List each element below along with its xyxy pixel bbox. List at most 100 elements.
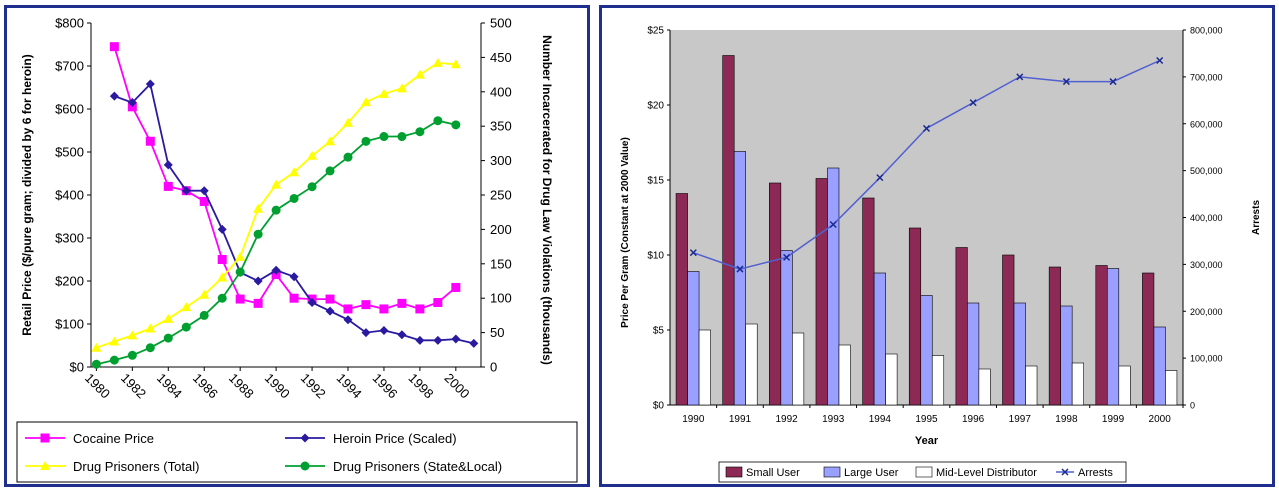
legend-swatch-marker xyxy=(300,461,310,471)
data-point xyxy=(127,350,137,360)
left-y-tick-label: $300 xyxy=(55,231,84,246)
data-point xyxy=(325,136,336,146)
bar-mid-level-distributor xyxy=(885,353,898,406)
data-point xyxy=(145,79,155,89)
data-point xyxy=(736,265,744,273)
x-tick-label: 1999 xyxy=(1102,414,1125,425)
data-point xyxy=(181,186,191,196)
left-y-tick-label: $100 xyxy=(55,317,84,332)
bar-large-user xyxy=(780,250,793,406)
data-point xyxy=(145,136,155,146)
data-point xyxy=(289,193,299,203)
legend-label: Cocaine Price xyxy=(73,431,154,446)
data-point xyxy=(127,330,138,340)
data-point xyxy=(922,124,931,132)
legend: Cocaine Price Heroin Price (Scaled) Drug P… xyxy=(16,421,578,483)
data-point xyxy=(689,249,697,257)
x-tick-label: 1986 xyxy=(190,370,221,401)
legend-swatch-marker xyxy=(1061,468,1069,476)
x-tick-label: 1992 xyxy=(775,414,798,425)
right-chart-svg: $0 $5 $10 $15 $20 $25 0 100,000 200,000 300,000 40… xyxy=(620,26,1262,483)
data-point xyxy=(396,83,407,93)
bar-group-1999 xyxy=(1095,265,1131,406)
x-tick-label: 1990 xyxy=(682,414,705,425)
data-point xyxy=(379,325,389,335)
data-point xyxy=(235,294,245,304)
data-point xyxy=(783,253,791,261)
x-tick-label: 2000 xyxy=(1149,414,1172,425)
x-tick-label: 1990 xyxy=(262,370,293,401)
data-point xyxy=(414,69,425,79)
bar-group-1990 xyxy=(675,193,711,406)
data-point xyxy=(307,298,317,307)
legend-box xyxy=(16,421,578,483)
data-point xyxy=(217,255,227,264)
x-tick-label: 1988 xyxy=(226,370,257,401)
legend-swatch-marker xyxy=(40,433,50,443)
right-y-tick-label: 700,000 xyxy=(1190,72,1223,82)
data-point xyxy=(1156,56,1164,64)
bar-small-user xyxy=(1095,265,1108,406)
data-point xyxy=(433,298,443,307)
data-point xyxy=(325,306,335,316)
bar-small-user xyxy=(908,227,922,406)
right-y-tick-label: 250 xyxy=(490,188,512,203)
x-tick-label: 1996 xyxy=(370,370,401,401)
data-point xyxy=(127,98,137,108)
data-point xyxy=(343,315,353,325)
right-y-tick-label: 50 xyxy=(490,325,504,340)
data-point xyxy=(289,272,299,282)
bar-mid-level-distributor xyxy=(1118,365,1131,406)
left-y-tick-label: $15 xyxy=(647,176,664,187)
x-tick-label: 1980 xyxy=(82,370,113,401)
data-point xyxy=(217,293,227,303)
data-point xyxy=(415,127,425,137)
bar-large-user xyxy=(920,295,933,406)
left-y-tick-label: $20 xyxy=(647,101,664,112)
data-point xyxy=(253,298,263,308)
left-y-tick-label: $700 xyxy=(55,59,84,74)
legend-swatch-marker xyxy=(300,433,310,443)
bar-large-user xyxy=(967,302,980,406)
right-y-tick-label: 200,000 xyxy=(1190,307,1223,317)
bar-group-1995 xyxy=(908,227,945,406)
data-point xyxy=(325,166,335,176)
data-point xyxy=(415,304,425,314)
data-point xyxy=(199,196,209,206)
x-tick-label: 1994 xyxy=(334,370,365,401)
right-y-tick-label: 500 xyxy=(490,16,512,31)
left-y-tick-label: $10 xyxy=(647,251,664,262)
data-point xyxy=(451,334,461,344)
x-tick-label: 1997 xyxy=(1009,414,1032,425)
right-y-tick-label: 100,000 xyxy=(1190,354,1223,364)
left-y-tick-label: $400 xyxy=(55,188,84,203)
x-tick-label: 1984 xyxy=(154,370,185,401)
bar-group-1998 xyxy=(1048,266,1084,406)
data-point xyxy=(145,323,156,333)
legend-swatch xyxy=(915,466,933,478)
right-y-tick-label: 400,000 xyxy=(1190,213,1223,223)
bar-mid-level-distributor xyxy=(931,355,945,406)
legend-label: Arrests xyxy=(1078,467,1113,479)
data-point xyxy=(271,205,281,215)
data-point xyxy=(109,91,119,101)
legend-swatch-marker xyxy=(40,461,50,470)
legend-label: Large User xyxy=(844,467,899,479)
bar-large-user xyxy=(687,271,700,406)
right-y-tick-label: 300,000 xyxy=(1190,260,1223,270)
bar-small-user xyxy=(675,193,688,406)
series-drug-prisoners-total- xyxy=(91,57,461,352)
bar-group-1992 xyxy=(769,182,805,406)
bar-mid-level-distributor xyxy=(978,368,991,406)
x-tick-label: 1992 xyxy=(298,370,329,401)
series-drug-prisoners-state-local- xyxy=(91,116,461,369)
bar-large-user xyxy=(1153,326,1166,406)
bar-small-user xyxy=(862,197,875,406)
left-y-tick-label: $0 xyxy=(653,401,665,412)
right-y-tick-label: 450 xyxy=(490,50,512,65)
legend-label: Drug Prisoners (Total) xyxy=(73,459,199,474)
bar-small-user xyxy=(815,178,828,406)
data-point xyxy=(109,336,120,346)
x-axis-title: Year xyxy=(915,435,939,447)
legend: Small User Large User Mid-Level Distributo… xyxy=(718,461,1127,483)
